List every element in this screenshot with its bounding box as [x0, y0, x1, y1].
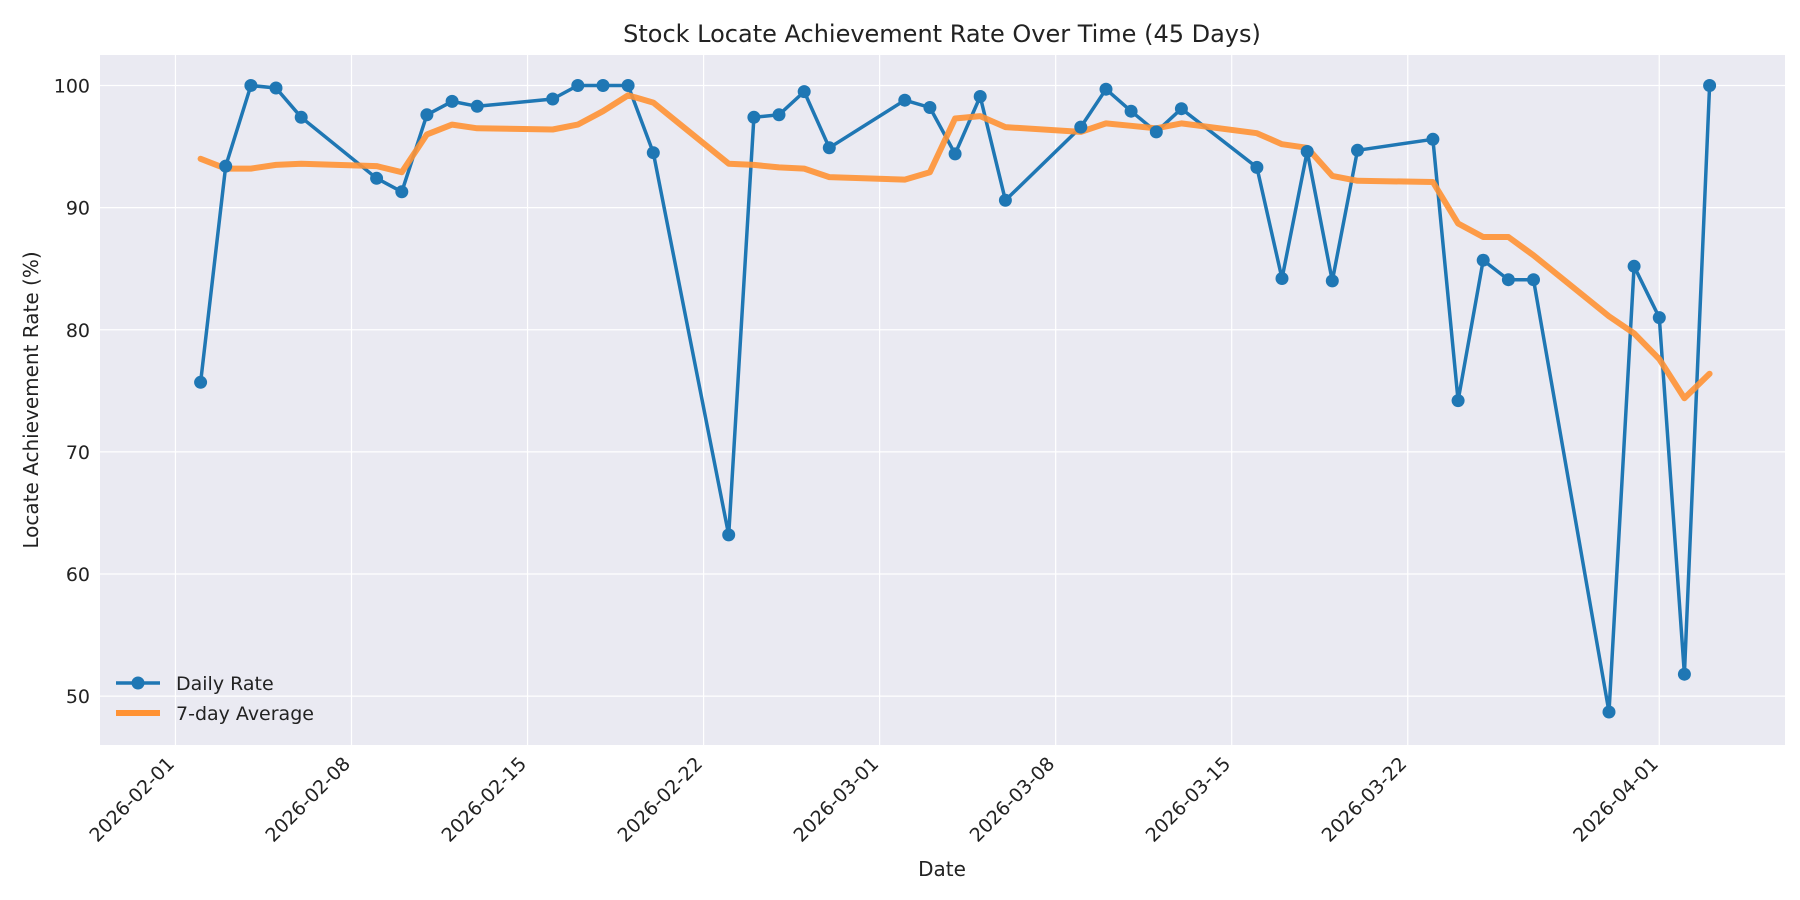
data-point-daily-rate: [420, 108, 434, 122]
data-point-daily-rate: [998, 193, 1012, 207]
data-point-daily-rate: [244, 79, 258, 92]
data-point-daily-rate: [1501, 273, 1515, 287]
series-line-7-day-average: [197, 92, 1713, 402]
data-point-daily-rate: [470, 99, 484, 113]
data-point-daily-rate: [294, 110, 308, 124]
data-point-daily-rate: [948, 147, 962, 161]
data-point-daily-rate: [1627, 259, 1641, 273]
y-tick-label: 100: [54, 76, 90, 98]
data-point-daily-rate: [219, 159, 233, 173]
data-point-daily-rate: [1652, 311, 1666, 325]
data-point-daily-rate: [194, 375, 208, 389]
data-point-daily-rate: [1602, 705, 1616, 719]
data-point-daily-rate: [1174, 102, 1188, 116]
data-point-daily-rate: [1074, 120, 1088, 134]
data-point-daily-rate: [646, 146, 660, 160]
data-point-daily-rate: [1325, 274, 1339, 288]
chart-title: Stock Locate Achievement Rate Over Time …: [623, 20, 1261, 48]
data-point-daily-rate: [269, 81, 283, 95]
data-point-daily-rate: [747, 110, 761, 124]
y-tick-label: 80: [66, 320, 90, 342]
data-point-daily-rate: [1426, 132, 1440, 146]
data-point-daily-rate: [445, 94, 459, 108]
data-point-daily-rate: [1476, 253, 1490, 267]
x-axis-title: Date: [918, 857, 966, 881]
y-axis-ticks: 50 60 70 80 90 100: [54, 76, 90, 709]
y-axis-title: Locate Achievement Rate (%): [19, 251, 43, 548]
data-point-daily-rate: [370, 171, 384, 185]
data-point-daily-rate: [1250, 160, 1264, 174]
y-tick-label: 60: [66, 564, 90, 586]
data-point-daily-rate: [1677, 667, 1691, 681]
legend: Daily Rate 7-day Average: [116, 673, 314, 725]
data-point-daily-rate: [596, 79, 610, 92]
data-point-daily-rate: [973, 90, 987, 103]
data-point-daily-rate: [621, 79, 635, 92]
data-point-daily-rate: [571, 79, 585, 92]
data-point-daily-rate: [898, 93, 912, 107]
data-point-daily-rate: [1527, 273, 1540, 287]
y-tick-label: 50: [66, 686, 90, 708]
legend-daily-rate-label: Daily Rate: [176, 673, 274, 695]
y-tick-label: 90: [66, 198, 90, 220]
data-point-daily-rate: [722, 528, 736, 542]
data-point-daily-rate: [797, 85, 811, 99]
data-point-daily-rate: [395, 185, 409, 199]
data-point-daily-rate: [1149, 125, 1163, 139]
data-point-daily-rate: [1351, 143, 1364, 157]
series-points: [194, 79, 1717, 719]
grid: [100, 55, 1785, 745]
legend-7-day-average-label: 7-day Average: [176, 703, 314, 725]
data-point-daily-rate: [772, 108, 786, 122]
data-point-daily-rate: [923, 101, 937, 114]
data-point-daily-rate: [1275, 272, 1289, 285]
data-point-daily-rate: [1099, 82, 1113, 96]
legend-daily-rate-marker: [131, 676, 145, 690]
data-point-daily-rate: [1124, 104, 1138, 118]
data-point-daily-rate: [822, 141, 836, 155]
y-tick-label: 70: [66, 442, 90, 464]
data-point-daily-rate: [546, 92, 560, 106]
data-point-daily-rate: [1451, 394, 1465, 408]
data-point-daily-rate: [1703, 79, 1717, 92]
data-point-daily-rate: [1300, 145, 1314, 158]
